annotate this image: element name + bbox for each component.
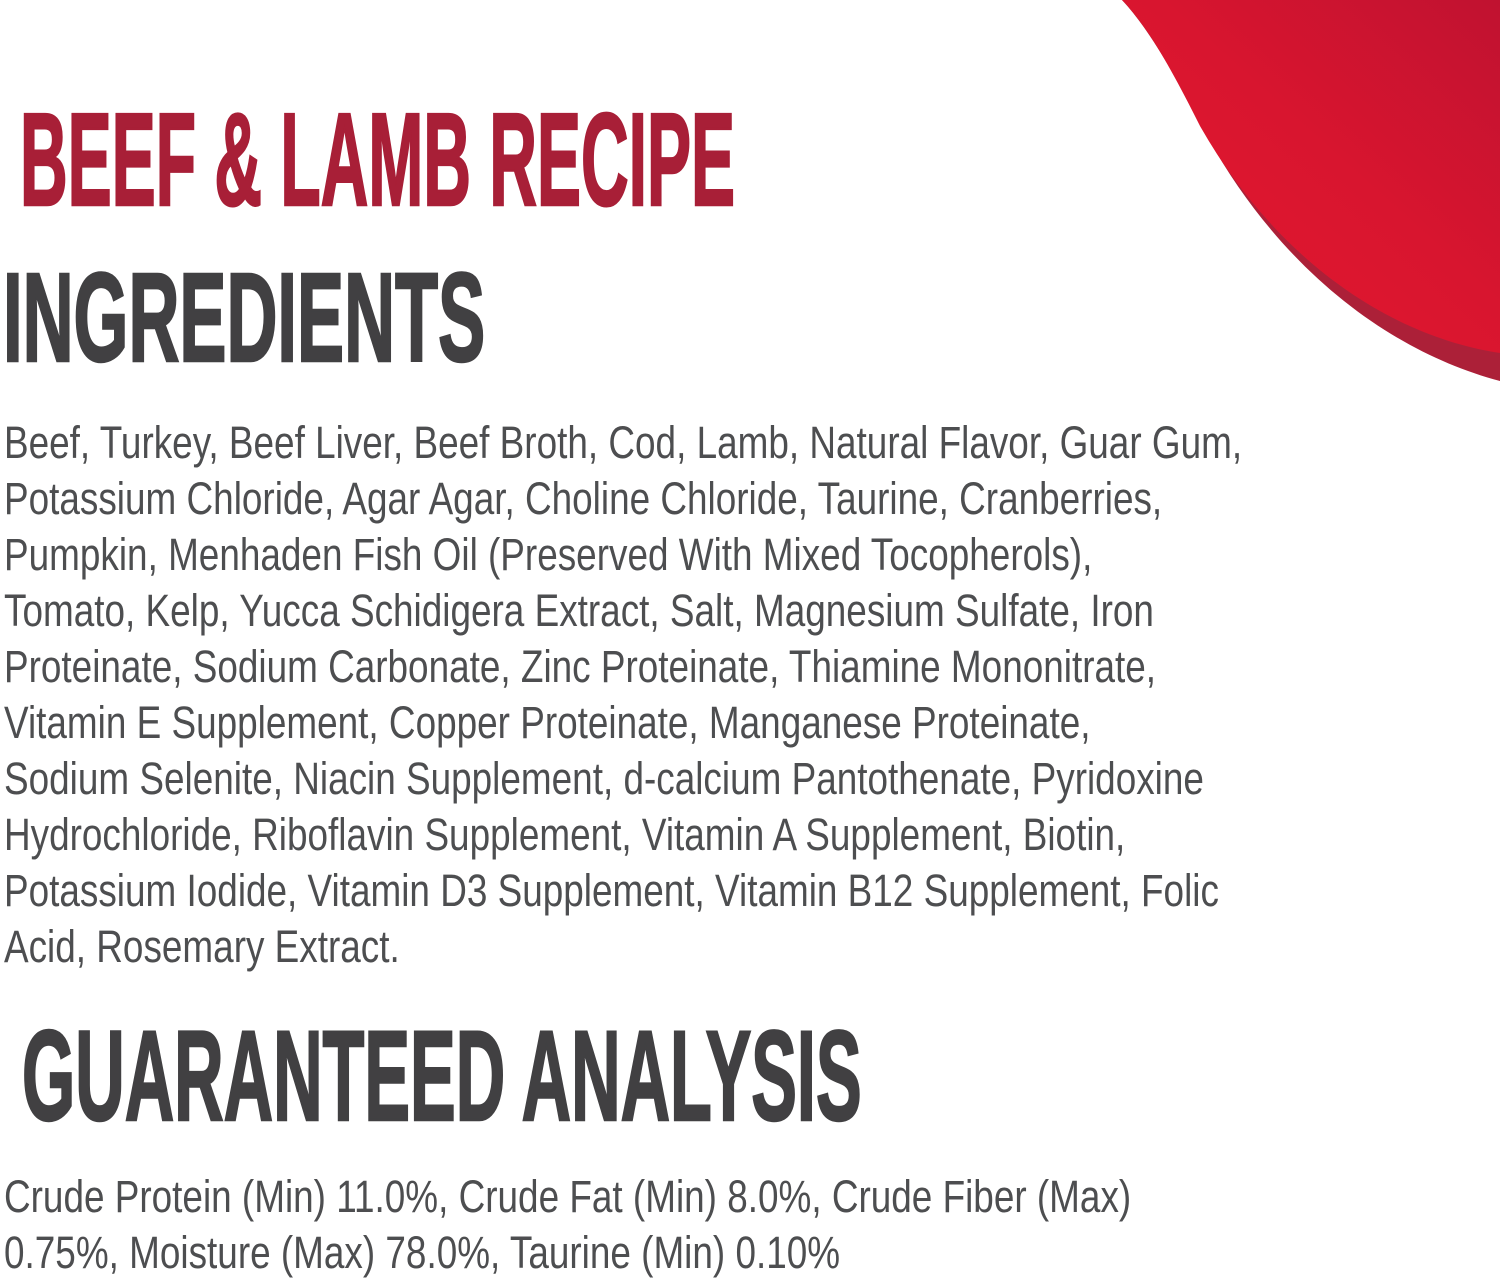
ingredients-line: Potassium Iodide, Vitamin D3 Supplement,… (4, 865, 1219, 916)
ingredients-line: Beef, Turkey, Beef Liver, Beef Broth, Co… (4, 417, 1243, 468)
ingredients-line: Pumpkin, Menhaden Fish Oil (Preserved Wi… (4, 529, 1093, 580)
ingredients-line: Proteinate, Sodium Carbonate, Zinc Prote… (4, 641, 1157, 692)
analysis-line: 0.75%, Moisture (Max) 78.0%, Taurine (Mi… (4, 1227, 841, 1278)
guaranteed-analysis-heading: GUARANTEED ANALYSIS (21, 1005, 862, 1148)
guaranteed-analysis-text: Crude Protein (Min) 11.0%, Crude Fat (Mi… (4, 1169, 1379, 1279)
ingredients-text: Beef, Turkey, Beef Liver, Beef Broth, Co… (4, 415, 1500, 975)
analysis-line: Crude Protein (Min) 11.0%, Crude Fat (Mi… (4, 1171, 1132, 1222)
swoosh-body-shape (1122, 0, 1500, 353)
ingredients-line: Potassium Chloride, Agar Agar, Choline C… (4, 473, 1163, 524)
ingredients-line: Sodium Selenite, Niacin Supplement, d-ca… (4, 753, 1204, 804)
ingredients-line: Acid, Rosemary Extract. (4, 921, 400, 972)
ingredients-line: Hydrochloride, Riboflavin Supplement, Vi… (4, 809, 1126, 860)
ingredients-line: Tomato, Kelp, Yucca Schidigera Extract, … (4, 585, 1154, 636)
recipe-title: BEEF & LAMB RECIPE (19, 86, 736, 233)
ingredients-heading: INGREDIENTS (2, 247, 486, 388)
ingredients-line: Vitamin E Supplement, Copper Proteinate,… (4, 697, 1091, 748)
red-swoosh-graphic (1122, 0, 1500, 381)
